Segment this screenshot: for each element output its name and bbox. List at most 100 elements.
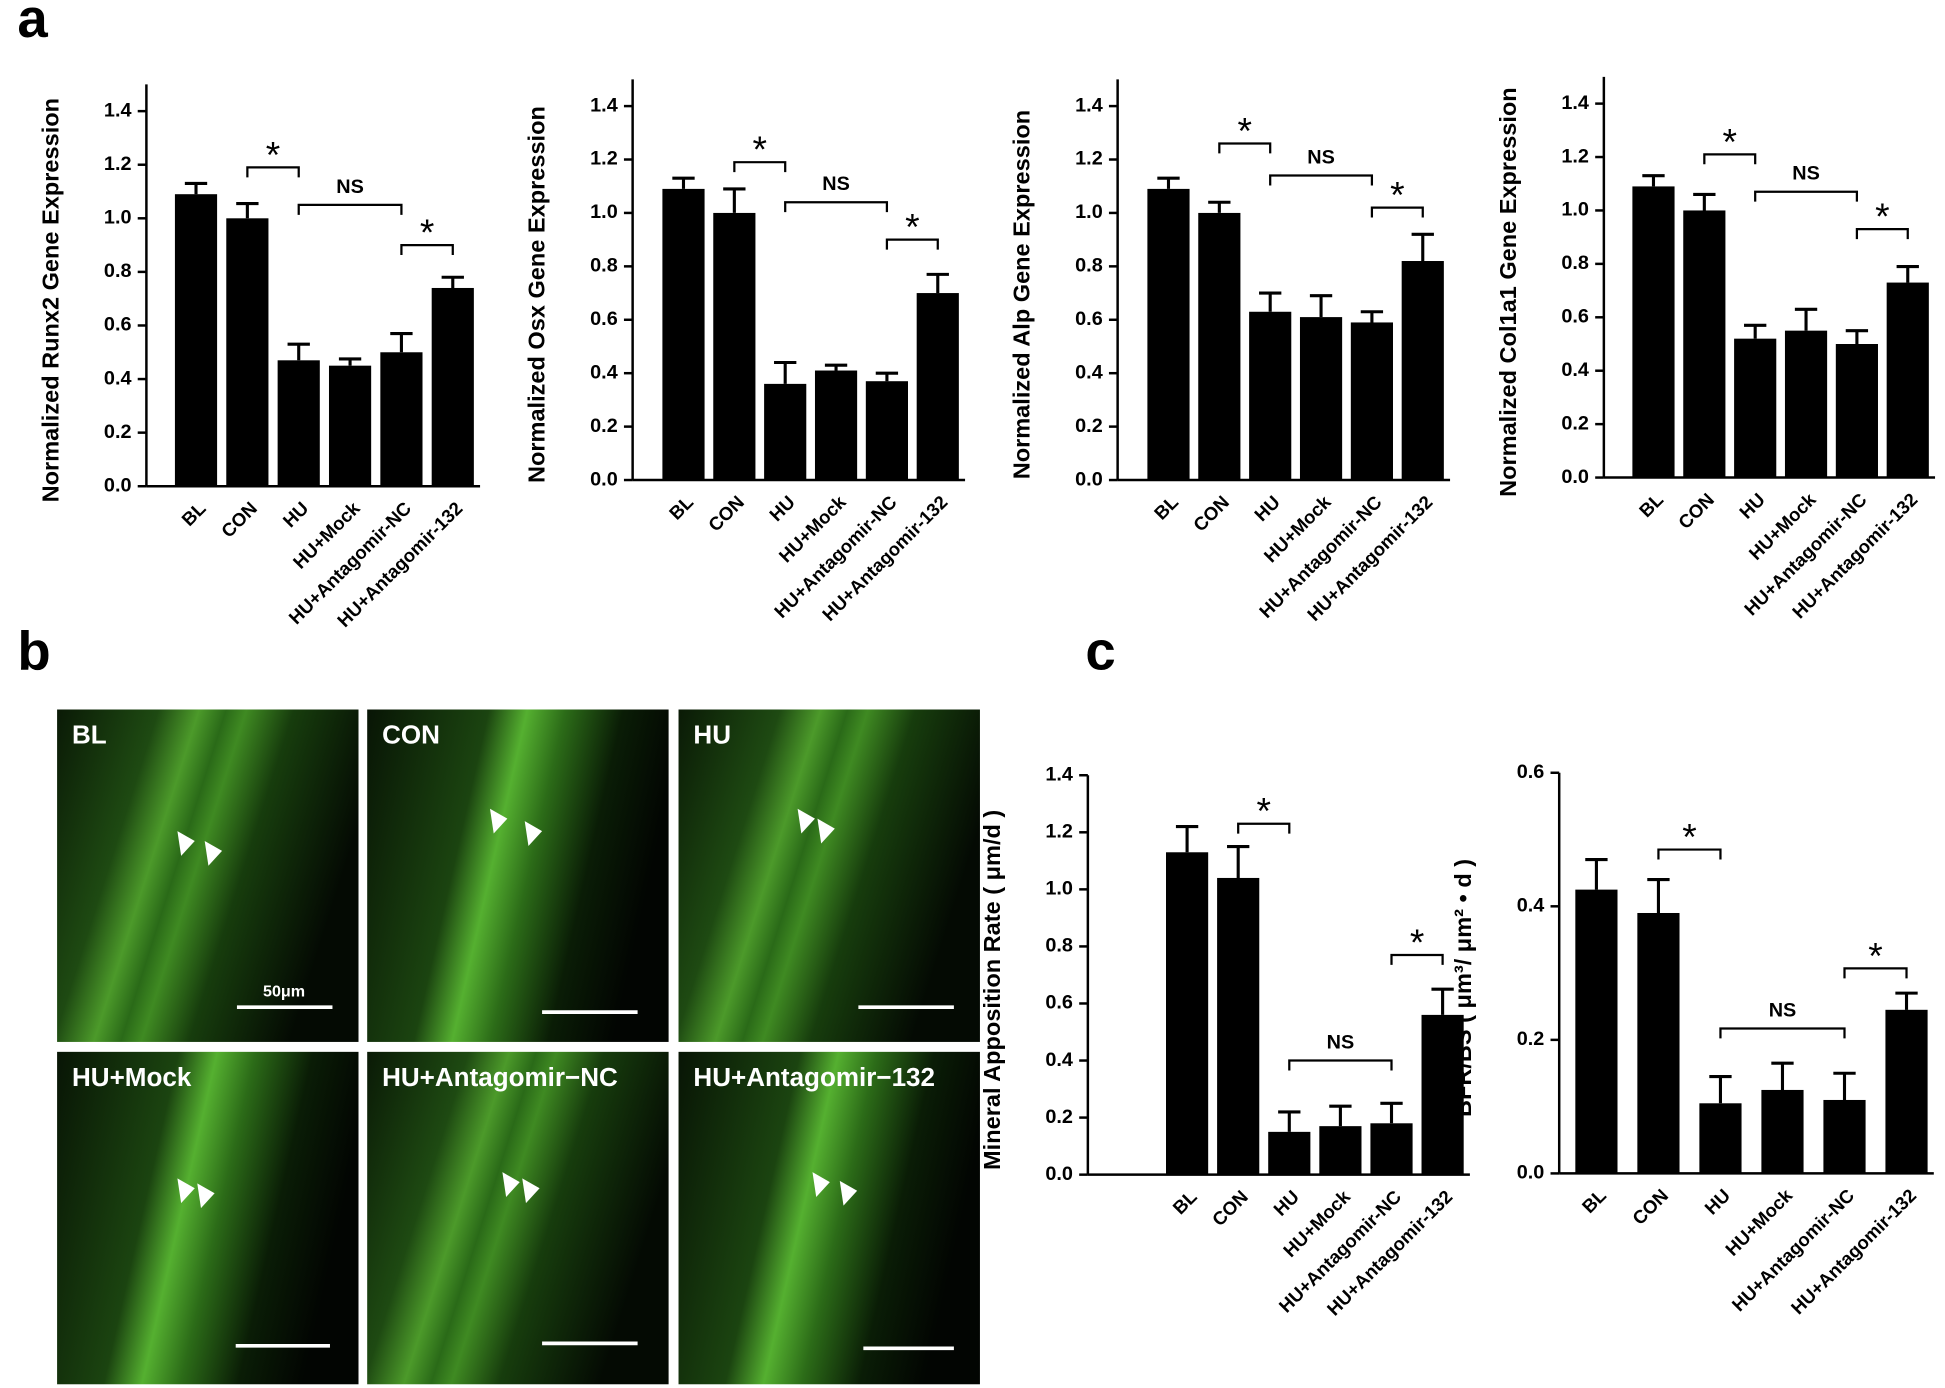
bar [1575, 889, 1618, 1174]
significance-bracket [1218, 142, 1272, 154]
arrowhead [502, 1172, 520, 1197]
error-bar [824, 363, 848, 371]
bar [328, 365, 372, 487]
significance-label: * [1238, 109, 1252, 151]
error-bar [672, 176, 695, 189]
significance-label: * [266, 133, 280, 175]
error-bar [926, 272, 949, 294]
significance-bracket [1855, 228, 1909, 240]
bar [1166, 852, 1209, 1175]
error-bar [1329, 1104, 1352, 1127]
y-tick-label: 0.8 [1561, 252, 1589, 274]
arrowhead [177, 1178, 195, 1204]
y-tick-label: 0.4 [1045, 1049, 1073, 1071]
y-tick-label: 1.4 [1561, 92, 1589, 114]
significance-bracket [1703, 153, 1757, 165]
x-tick-label: HU+Antagomir-132 [1787, 1185, 1921, 1319]
micrograph [678, 1051, 980, 1385]
micrograph [57, 709, 359, 1042]
y-tick-label: 0.6 [104, 314, 132, 336]
y-tick-label: 0.0 [1075, 468, 1103, 490]
error-bar [1771, 1061, 1794, 1090]
bar [764, 383, 807, 481]
error-bar [338, 357, 362, 366]
bar [380, 352, 423, 487]
y-tick-label: 0.4 [1561, 359, 1589, 381]
y-tick-label: 1.4 [590, 94, 618, 116]
bar [1784, 330, 1828, 478]
error-bar [723, 187, 746, 213]
error-bar [1380, 1101, 1403, 1124]
bar [226, 218, 269, 487]
image-label: HU+Antagomir−132 [693, 1062, 935, 1092]
x-tick-label: HU [1269, 1186, 1303, 1220]
image-label: HU+Antagomir−NC [382, 1062, 618, 1092]
x-tick-label: BL [1150, 491, 1182, 523]
panel-letter: b [17, 620, 50, 681]
arrowhead [177, 831, 195, 856]
arrowhead [197, 1183, 215, 1209]
significance-label: * [1410, 921, 1424, 963]
y-axis-label: BFR/BS ( μm³/ μm² • d ) [1450, 859, 1476, 1117]
y-tick-label: 1.4 [1075, 94, 1103, 116]
bar [1217, 877, 1260, 1175]
y-tick-label: 0.4 [104, 367, 132, 389]
y-tick-label: 0.2 [590, 415, 618, 437]
significance-bracket [246, 166, 300, 178]
micrograph [367, 1051, 669, 1385]
significance-bracket [733, 161, 787, 173]
error-bar [1278, 1110, 1301, 1132]
bar [431, 287, 474, 487]
y-tick-label: 0.2 [1075, 415, 1103, 437]
bar [1350, 322, 1393, 481]
y-tick-label: 1.4 [104, 99, 132, 121]
bar [1885, 1009, 1928, 1174]
significance-label: * [1390, 173, 1404, 215]
y-tick-label: 1.4 [1045, 763, 1073, 785]
x-tick-label: CON [217, 498, 261, 542]
y-tick-label: 0.0 [590, 468, 618, 490]
error-bar [1709, 1075, 1732, 1104]
y-tick-label: 0.0 [1561, 466, 1589, 488]
error-bar [1208, 200, 1231, 213]
bar [1734, 338, 1777, 478]
image-label: CON [382, 720, 440, 750]
image-label: HU+Mock [72, 1062, 192, 1092]
y-tick-label: 0.2 [104, 421, 132, 443]
chart: 0.0 0.2 0.4 0.6 0.8 1.0 1.2 1.4 Normalized Runx2… [37, 84, 481, 631]
error-bar [1309, 294, 1333, 318]
y-tick-label: 0.4 [1075, 361, 1103, 383]
error-bar [1175, 825, 1199, 853]
y-tick-label: 0.2 [1561, 412, 1589, 434]
error-bar [1360, 310, 1384, 323]
significance-bracket [1754, 190, 1859, 202]
bar [1637, 912, 1680, 1174]
significance-bracket [1719, 1027, 1846, 1039]
y-tick-label: 0.4 [1517, 895, 1545, 917]
significance-bracket [1657, 848, 1722, 860]
x-tick-label: CON [1628, 1185, 1672, 1229]
error-bar [1895, 991, 1918, 1010]
arrowhead [817, 818, 835, 844]
y-tick-label: 0.6 [1561, 306, 1589, 328]
arrowhead [489, 808, 508, 834]
x-tick-label: BL [1635, 489, 1667, 521]
y-tick-label: 1.0 [590, 201, 618, 223]
bar [713, 212, 756, 481]
error-bar [1647, 878, 1670, 913]
x-tick-label: CON [1674, 489, 1718, 533]
scale-bar-label: 50μm [263, 983, 305, 1001]
error-bar [236, 202, 259, 219]
x-tick-label: BL [665, 491, 697, 523]
y-tick-label: 0.2 [1045, 1106, 1073, 1128]
y-tick-label: 1.0 [1075, 201, 1103, 223]
y-tick-label: 0.8 [104, 260, 132, 282]
significance-bracket [1390, 953, 1444, 965]
bar [1632, 186, 1675, 478]
x-tick-label: HU [279, 498, 313, 532]
bar [1421, 1014, 1464, 1175]
y-tick-label: 0.6 [590, 308, 618, 330]
bar [1683, 210, 1726, 478]
error-bar [1744, 323, 1767, 339]
arrowhead [522, 1178, 540, 1204]
